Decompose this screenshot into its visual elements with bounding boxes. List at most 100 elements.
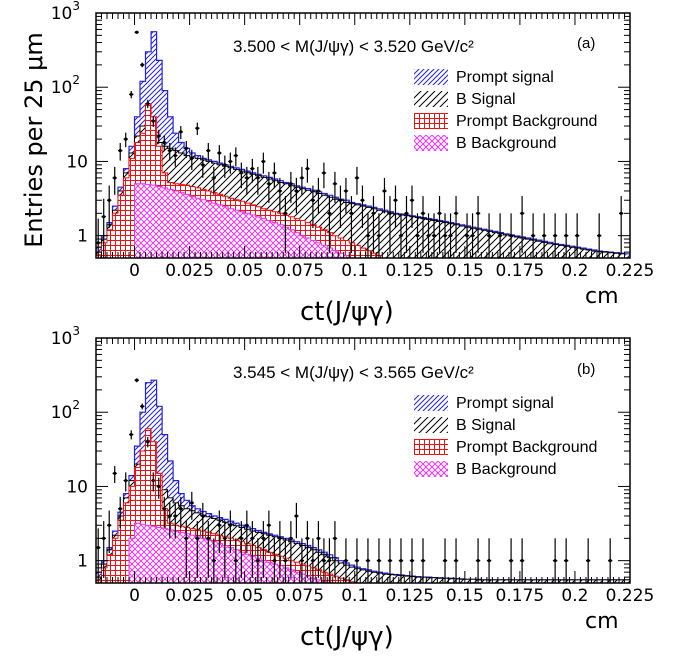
- panel-a-data-point: [541, 213, 547, 258]
- panel-b-data-point: [475, 538, 481, 583]
- panel-a-data-point: [277, 177, 283, 214]
- panel-a-data-point: [244, 166, 250, 195]
- panel-b-x-tick-label: 0.2: [561, 586, 588, 606]
- panel-b-data-point: [607, 538, 613, 583]
- panel-a-data-point: [255, 166, 261, 195]
- panel-a-data-point: [250, 158, 255, 183]
- panel-a-data-point: [338, 185, 343, 229]
- panel-a-data-point: [167, 142, 172, 161]
- panel-b-data-point: [222, 521, 228, 578]
- panel-a-data-point: [123, 132, 128, 148]
- panel-b-data-point: [442, 538, 448, 583]
- panel-a-data-point: [530, 213, 536, 258]
- panel-a-data-point: [200, 155, 205, 178]
- panel-a-data-point: [140, 62, 145, 68]
- panel-a-x-tick-label: 0.2: [561, 261, 588, 281]
- panel-a-data-point: [343, 177, 349, 214]
- panel-a-data-point: [398, 213, 404, 258]
- panel-b-data-point: [563, 538, 569, 583]
- panel-a-data-point: [519, 196, 525, 253]
- panel-b-data-point: [184, 521, 189, 578]
- panel-a-data-point: [332, 171, 338, 203]
- panel-a-data-point: [162, 135, 167, 152]
- panel-b-data-point: [239, 521, 244, 578]
- panel-a-data-point: [283, 196, 288, 253]
- panel-a-legend-prompt-signal: Prompt signal: [414, 69, 554, 86]
- panel-a-xunit: cm: [585, 284, 619, 309]
- panel-a-data-point: [393, 185, 398, 229]
- panel-a-data-point: [596, 213, 602, 258]
- panel-b-data-point: [310, 538, 316, 583]
- panel-a-y-ticks: 1 10 102 103: [51, 0, 630, 259]
- panel-a-data-point: [222, 155, 228, 178]
- panel-b-data-point: [508, 538, 514, 583]
- panel-a-legend-b-background: B Background: [414, 135, 557, 152]
- panel-a-x-ticks: 0 0.025 0.05 0.075 0.1 0.125 0.15 0.175 0.2 0.225: [95, 13, 654, 281]
- panel-a-points: [96, 30, 624, 258]
- panel-a-data-point: [272, 162, 277, 189]
- panel-a-legend-swatch: [414, 113, 448, 129]
- panel-a-data-point: [508, 213, 514, 258]
- panel-a-data-point: [239, 162, 244, 189]
- panel-b-x-tick-label: 0.025: [165, 586, 214, 606]
- panel-a-data-point: [299, 166, 305, 195]
- panel-b-data-point: [112, 465, 117, 483]
- panel-b-data-point: [321, 538, 327, 583]
- panel-a-legend-label: B Signal: [456, 91, 516, 108]
- panel-b-data-point: [316, 521, 321, 578]
- panel-a-data-point: [475, 196, 481, 253]
- panel-b-data-point: [244, 510, 250, 554]
- panel-b-prompt-background-area: [96, 428, 630, 583]
- panel-b-data-point: [228, 510, 233, 554]
- panel-b-data-point: [156, 477, 161, 499]
- panel-b-data-point: [343, 538, 349, 583]
- panel-b-legend-label: Prompt Background: [456, 439, 597, 456]
- panel-b-data-point: [195, 521, 200, 578]
- panel-b-data-point: [134, 378, 139, 383]
- panel-a-legend-swatch: [414, 135, 448, 151]
- panel-a-data-point: [294, 177, 299, 214]
- panel-a-data-point: [266, 171, 272, 203]
- panel-a-legend: Prompt signal B Signal Prompt Background B …: [414, 69, 597, 152]
- panel-b-x-tick-label: 0: [129, 586, 140, 606]
- panel-a-data-point: [376, 213, 382, 258]
- panel-b-data-point: [409, 538, 415, 583]
- panel-b-data-point: [552, 538, 558, 583]
- panel-a-data-point: [453, 196, 459, 253]
- panel-b-y-ticks: 1 10 102 103: [51, 324, 630, 584]
- panel-a-data-point: [129, 90, 134, 99]
- panel-b-data-point: [261, 521, 266, 578]
- panel-a-data-point: [305, 158, 310, 183]
- panel-a-data-point: [107, 185, 112, 229]
- panel-a-data-point: [145, 99, 150, 109]
- panel-b-x-tick-label: 0.225: [606, 586, 655, 606]
- panel-b-data-point: [118, 496, 123, 528]
- panel-b-legend-label: B Background: [456, 461, 557, 478]
- panel-a-data-point: [365, 213, 371, 258]
- panel-a-data-point: [189, 149, 194, 170]
- panel-b-y-tick-label: 103: [51, 324, 80, 349]
- panel-b-data-point: [189, 491, 194, 520]
- panel-a-legend-b-signal: B Signal: [414, 91, 516, 108]
- panel-b-legend: Prompt signal B Signal Prompt Background B …: [414, 395, 597, 478]
- panel-a-data-point: [431, 213, 437, 258]
- panel-a-tag: (a): [577, 35, 595, 52]
- panel-a-x-tick-label: 0.15: [446, 261, 484, 281]
- panel-a-data-point: [118, 142, 123, 161]
- panel-b-data-point: [140, 403, 145, 410]
- panel-a-data-point: [173, 147, 178, 167]
- panel-a-data-point: [437, 196, 442, 253]
- panel-b-legend-prompt-background: Prompt Background: [414, 439, 597, 456]
- panel-a-frame: [95, 12, 631, 259]
- panel-a-x-tick-label: 0.025: [165, 261, 214, 281]
- panel-b-data-point: [123, 472, 128, 492]
- panel-b-data-point: [266, 510, 272, 554]
- panel-b-data-point: [151, 472, 156, 492]
- panel-a-data-point: [409, 185, 415, 229]
- panel-b-y-tick-label: 1: [77, 552, 88, 572]
- panel-a-data-point: [563, 213, 569, 258]
- panel-a-legend-swatch: [414, 69, 448, 85]
- panel-a-data-point: [211, 166, 217, 195]
- panel-b-data-point: [453, 538, 459, 583]
